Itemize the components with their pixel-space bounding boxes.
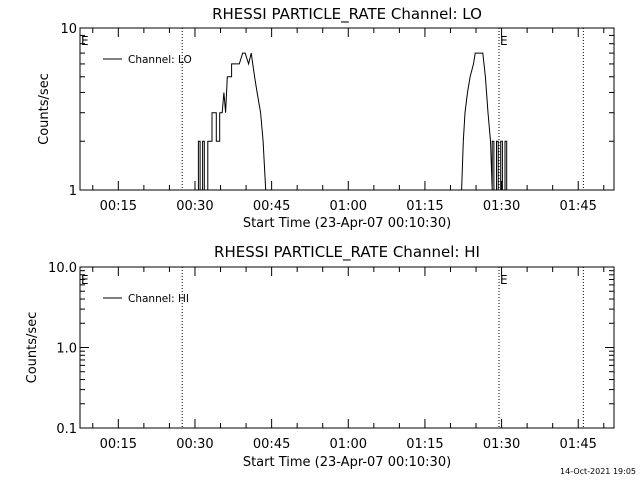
legend-label: Channel: LO <box>128 54 192 66</box>
x-axis-label: Start Time (23-Apr-07 00:10:30) <box>243 455 451 470</box>
chart-title: RHESSI PARTICLE_RATE Channel: HI <box>214 243 480 262</box>
y-tick-label: 0.1 <box>56 422 77 437</box>
plot-frame <box>79 266 615 429</box>
event-marker: E <box>81 34 89 48</box>
y-tick-label: 1.0 <box>56 342 77 357</box>
event-marker: E <box>500 34 508 48</box>
footer-timestamp: 14-Oct-2021 19:05 <box>560 467 636 476</box>
event-marker: E <box>81 273 89 287</box>
y-tick-label: 1 <box>69 184 77 199</box>
x-tick-label: 01:00 <box>330 199 367 214</box>
x-tick-label: 01:15 <box>406 199 443 214</box>
x-axis-label: Start Time (23-Apr-07 00:10:30) <box>243 216 451 231</box>
x-tick-label: 00:30 <box>176 199 213 214</box>
legend-label: Channel: HI <box>128 293 189 305</box>
y-axis-label: Counts/sec <box>37 73 52 145</box>
series-line <box>461 52 508 191</box>
x-tick-label: 01:30 <box>483 199 520 214</box>
y-tick-label: 10.0 <box>48 261 77 276</box>
plot-frame <box>79 27 615 191</box>
y-tick-label: 10 <box>60 22 77 37</box>
chart-title: RHESSI PARTICLE_RATE Channel: LO <box>212 5 482 24</box>
x-tick-label: 01:45 <box>559 199 596 214</box>
x-tick-label: 00:45 <box>253 199 290 214</box>
y-axis-label: Counts/sec <box>25 312 40 384</box>
event-marker: E <box>500 273 508 287</box>
x-tick-label: 00:45 <box>253 437 290 452</box>
x-tick-label: 00:30 <box>176 437 213 452</box>
x-tick-label: 01:30 <box>483 437 520 452</box>
x-tick-label: 00:15 <box>100 437 137 452</box>
x-tick-label: 01:45 <box>559 437 596 452</box>
series-line <box>197 52 267 191</box>
x-tick-label: 01:00 <box>330 437 367 452</box>
panel-channel-lo: RHESSI PARTICLE_RATE Channel: LO 1 10 00:15… <box>37 5 615 231</box>
panel-channel-hi: RHESSI PARTICLE_RATE Channel: HI 0.1 1.0 10… <box>25 243 615 470</box>
x-tick-label: 01:15 <box>406 437 443 452</box>
x-tick-label: 00:15 <box>100 199 137 214</box>
